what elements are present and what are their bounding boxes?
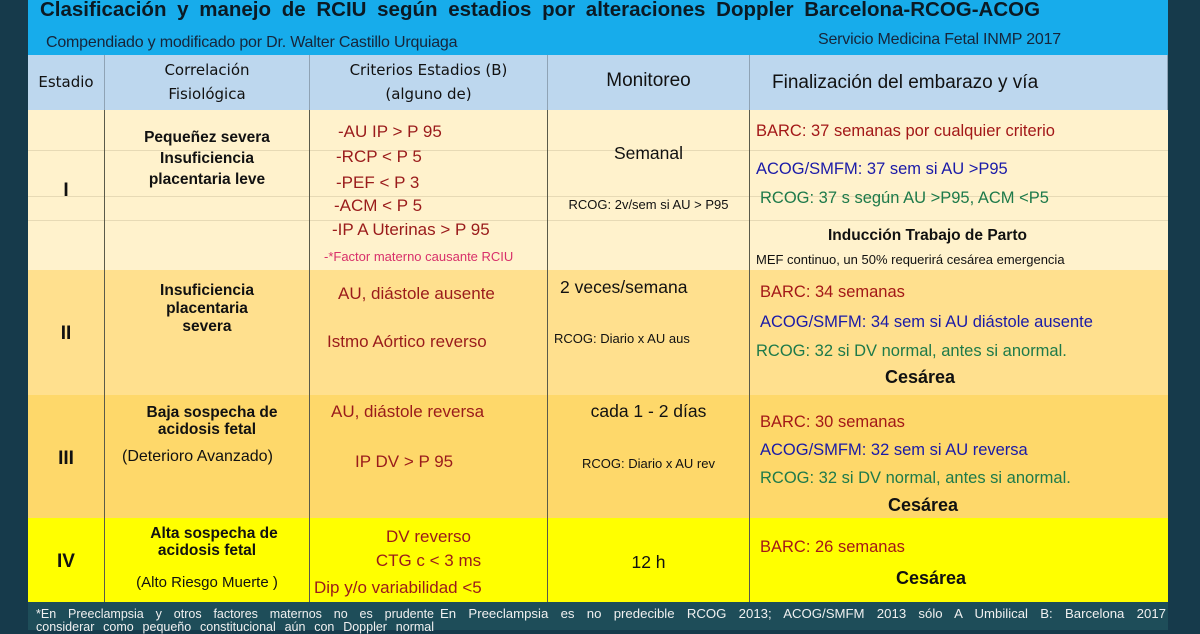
header-cell-monitoring: Monitoreo: [548, 55, 750, 110]
page-title: Clasificación y manejo de RCIU según est…: [40, 0, 1041, 21]
monitoring-frequency: 12 h: [631, 552, 666, 572]
author-credit: Compendiado y modificado por Dr. Walter …: [46, 34, 458, 51]
monitoring-rcog: RCOG: 2v/sem si AU > P95: [568, 197, 729, 212]
acog-recommendation: ACOG/SMFM: 37 sem si AU >P95: [756, 160, 1008, 178]
correlation-line: acidosis fetal: [157, 542, 257, 559]
header-monitoring-label: Monitoreo: [606, 70, 691, 91]
header-stage-label: Estadio: [38, 73, 94, 91]
footer-note-left: *En Preeclampsia y otros factores matern…: [36, 608, 434, 634]
delivery-route-note: MEF continuo, un 50% requerirá cesárea e…: [756, 252, 1065, 267]
monitoring-cell: 12 h: [548, 518, 750, 602]
correlation-line: placentaria: [166, 300, 248, 317]
stage-cell: I: [28, 110, 105, 270]
correlation-cell: Insuficiencia placentaria severa: [105, 270, 310, 395]
table-row-stage-2: II Insuficiencia placentaria severa AU, …: [28, 270, 1168, 397]
termination-cell: BARC: 34 semanas ACOG/SMFM: 34 sem si AU…: [750, 270, 1168, 395]
monitoring-frequency: cada 1 - 2 días: [590, 401, 707, 421]
stage-label: III: [58, 448, 74, 469]
delivery-route: Inducción Trabajo de Parto: [828, 227, 1027, 244]
termination-cell: BARC: 26 semanas Cesárea: [750, 518, 1168, 602]
barc-recommendation: BARC: 26 semanas: [760, 538, 905, 556]
rcog-recommendation: RCOG: 32 si DV normal, antes si anormal.: [756, 342, 1067, 360]
stage-cell: III: [28, 395, 105, 518]
criteria-cell: DV reverso CTG c < 3 ms Dip y/o variabil…: [310, 518, 548, 602]
criteria-item: IP DV > P 95: [355, 452, 454, 471]
criteria-note: -*Factor materno causante RCIU: [324, 249, 514, 264]
title-bar: Clasificación y manejo de RCIU según est…: [28, 0, 1168, 56]
correlation-cell: Alta sospecha de acidosis fetal (Alto Ri…: [105, 518, 310, 602]
barc-recommendation: BARC: 34 semanas: [760, 283, 905, 301]
correlation-note: (Alto Riesgo Muerte ): [136, 574, 278, 591]
footer-note-right: En Preeclampsia es no predecible RCOG 20…: [440, 606, 1166, 621]
monitoring-rcog: RCOG: Diario x AU rev: [582, 456, 715, 471]
criteria-item: -AU IP > P 95: [338, 122, 442, 141]
stage-cell: IV: [28, 518, 105, 602]
header-cell-stage: Estadio: [28, 55, 105, 110]
criteria-item: DV reverso: [385, 527, 472, 546]
header-correlation-line1: Correlación: [164, 61, 250, 79]
criteria-item: -PEF < P 3: [336, 173, 420, 192]
table-row-stage-1: I Pequeñez severa Insuficiencia placenta…: [28, 110, 1168, 272]
table-row-stage-3: III Baja sospecha de acidosis fetal (Det…: [28, 395, 1168, 520]
correlation-line: Insuficiencia: [160, 150, 254, 167]
stage-label: I: [63, 180, 69, 201]
header-criteria-line2: (alguno de): [385, 85, 472, 103]
acog-recommendation: ACOG/SMFM: 34 sem si AU diástole ausente: [760, 313, 1093, 331]
criteria-item: AU, diástole ausente: [338, 284, 495, 303]
criteria-item: CTG c < 3 ms: [375, 551, 482, 570]
delivery-route: Cesárea: [896, 568, 967, 588]
criteria-item: -RCP < P 5: [336, 147, 422, 166]
correlation-line: severa: [182, 318, 232, 335]
stage-label: IV: [57, 551, 75, 572]
monitoring-cell: Semanal RCOG: 2v/sem si AU > P95: [548, 110, 750, 270]
stage-cell: II: [28, 270, 105, 395]
correlation-line: placentaria leve: [148, 171, 266, 188]
correlation-note: (Deterioro Avanzado): [122, 448, 273, 465]
monitoring-cell: 2 veces/semana RCOG: Diario x AU aus: [548, 270, 750, 395]
stage-label: II: [60, 323, 72, 344]
correlation-line: Pequeñez severa: [144, 129, 270, 146]
criteria-item: Dip y/o variabilidad <5: [314, 578, 482, 597]
rcog-recommendation: RCOG: 32 si DV normal, antes si anormal.: [760, 469, 1071, 487]
correlation-line: Alta sospecha de: [150, 525, 278, 542]
header-termination-label: Finalización del embarazo y vía: [772, 72, 1039, 93]
monitoring-cell: cada 1 - 2 días RCOG: Diario x AU rev: [548, 395, 750, 518]
footer-notes: *En Preeclampsia y otros factores matern…: [28, 602, 1168, 634]
table-row-stage-4: IV Alta sospecha de acidosis fetal (Alto…: [28, 518, 1168, 603]
correlation-cell: Baja sospecha de acidosis fetal (Deterio…: [105, 395, 310, 518]
monitoring-frequency: Semanal: [613, 143, 684, 163]
criteria-cell: AU, diástole ausente Istmo Aórtico rever…: [310, 270, 548, 395]
criteria-cell: -AU IP > P 95 -RCP < P 5 -PEF < P 3 -ACM…: [310, 110, 548, 270]
header-criteria-line1: Criterios Estadios (B): [349, 61, 508, 79]
barc-recommendation: BARC: 37 semanas por cualquier criterio: [756, 122, 1055, 140]
criteria-item: -IP A Uterinas > P 95: [332, 220, 490, 239]
table-header-row: Estadio Correlación Fisiológica Criterio…: [28, 55, 1168, 111]
delivery-route: Cesárea: [888, 495, 959, 515]
correlation-line: acidosis fetal: [157, 421, 257, 438]
correlation-line: Baja sospecha de: [146, 404, 278, 421]
correlation-cell: Pequeñez severa Insuficiencia placentari…: [105, 110, 310, 270]
header-cell-correlation: Correlación Fisiológica: [105, 55, 310, 110]
criteria-item: AU, diástole reversa: [331, 402, 485, 421]
criteria-item: Istmo Aórtico reverso: [327, 332, 487, 351]
header-cell-termination: Finalización del embarazo y vía: [750, 55, 1168, 110]
rcog-recommendation: RCOG: 37 s según AU >P95, ACM <P5: [760, 189, 1049, 207]
termination-cell: BARC: 30 semanas ACOG/SMFM: 32 sem si AU…: [750, 395, 1168, 518]
header-correlation-line2: Fisiológica: [168, 85, 246, 103]
correlation-line: Insuficiencia: [160, 282, 254, 299]
termination-cell: BARC: 37 semanas por cualquier criterio …: [750, 110, 1168, 270]
delivery-route: Cesárea: [885, 367, 956, 387]
monitoring-frequency: 2 veces/semana: [560, 277, 688, 297]
slide: Clasificación y manejo de RCIU según est…: [28, 0, 1168, 634]
header-cell-criteria: Criterios Estadios (B) (alguno de): [310, 55, 548, 110]
criteria-cell: AU, diástole reversa IP DV > P 95: [310, 395, 548, 518]
acog-recommendation: ACOG/SMFM: 32 sem si AU reversa: [760, 441, 1028, 459]
monitoring-rcog: RCOG: Diario x AU aus: [554, 331, 690, 346]
institution-label: Servicio Medicina Fetal INMP 2017: [818, 31, 1061, 48]
footer-left-line1: *En Preeclampsia y otros factores matern…: [36, 607, 434, 621]
footer-left-line2: considerar como pequeño constitucional a…: [36, 620, 434, 634]
criteria-item: -ACM < P 5: [334, 196, 423, 215]
barc-recommendation: BARC: 30 semanas: [760, 413, 905, 431]
